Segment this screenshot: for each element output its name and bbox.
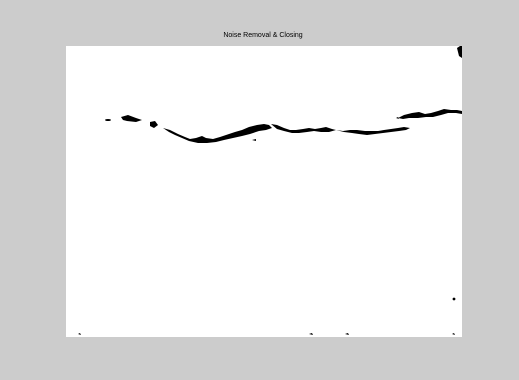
figure-title: Noise Removal & Closing <box>223 32 303 39</box>
binary-image <box>66 46 462 337</box>
binary-image-axes <box>66 46 462 337</box>
